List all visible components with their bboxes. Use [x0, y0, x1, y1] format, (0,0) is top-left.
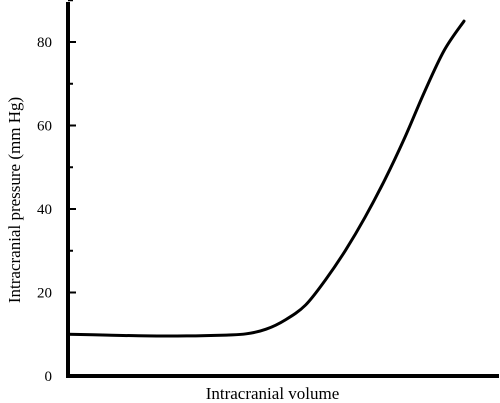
y-tick-label: 0 — [45, 369, 53, 385]
y-tick-label: 40 — [37, 202, 52, 218]
y-tick-label: 60 — [37, 119, 52, 135]
y-tick-label: 80 — [37, 35, 52, 51]
x-axis-label: Intracranial volume — [206, 384, 340, 403]
y-tick-labels: 0 20 40 60 80 — [37, 35, 52, 385]
y-axis-label: Intracranial pressure (mm Hg) — [5, 97, 24, 303]
y-tick-label: 20 — [37, 286, 52, 302]
series-line-pressure-volume — [66, 19, 466, 338]
